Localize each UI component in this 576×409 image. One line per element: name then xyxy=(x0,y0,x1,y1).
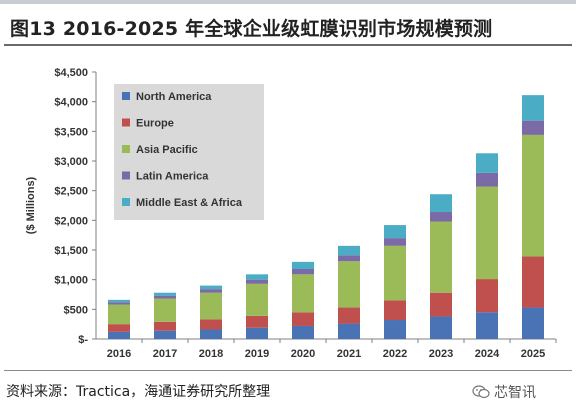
bar-segment xyxy=(476,186,498,280)
y-tick-label: $4,500 xyxy=(54,67,88,79)
bar-segment xyxy=(384,245,406,301)
bar-segment xyxy=(476,279,498,313)
top-rule xyxy=(0,0,576,4)
bar-segment xyxy=(246,283,268,316)
bar-segment xyxy=(292,325,314,339)
x-tick-label: 2016 xyxy=(107,348,131,360)
bar-segment xyxy=(338,245,360,256)
stacked-bar-chart: $- $500 $1,000 $1,500 $2,000 $2,500 $3,000 $3,5… xyxy=(25,67,557,360)
legend-label: Europe xyxy=(136,118,174,130)
bar-segment xyxy=(384,300,406,321)
wechat-icon xyxy=(472,385,490,399)
bar-segment xyxy=(476,312,498,339)
legend-swatch xyxy=(122,118,130,127)
legend-swatch xyxy=(122,145,130,153)
bar-segment xyxy=(430,194,452,213)
bar-segment xyxy=(200,285,222,290)
bar-segment xyxy=(108,299,130,303)
legend-swatch xyxy=(122,198,130,206)
y-tick-label: $1,500 xyxy=(54,245,88,257)
y-tick-label: $1,000 xyxy=(54,275,88,287)
y-tick-label: $- xyxy=(78,334,88,346)
bar-segment xyxy=(154,321,176,331)
bar-segment xyxy=(108,304,130,325)
bar-segment xyxy=(154,330,176,339)
bar-segment xyxy=(338,255,360,262)
x-tick-label: 2023 xyxy=(429,348,453,360)
bar-segment xyxy=(384,225,406,239)
bar-segment xyxy=(430,212,452,222)
bar-segment xyxy=(200,292,222,320)
x-tick-label: 2022 xyxy=(383,348,407,360)
footer-rule xyxy=(4,370,572,371)
title-bar: 图13 2016-2025 年全球企业级虹膜识别市场规模预测 xyxy=(4,6,572,46)
bar-segment xyxy=(108,324,130,332)
x-tick-label: 2018 xyxy=(199,348,223,360)
legend-label: Latin America xyxy=(136,171,209,183)
bar-segment xyxy=(522,307,544,339)
source-note: 资料来源：Tractica，海通证券研究所整理 xyxy=(6,384,271,400)
y-tick-label: $4,000 xyxy=(54,97,88,109)
legend-swatch xyxy=(122,171,130,180)
legend-swatch xyxy=(122,92,130,100)
watermark: 芯智讯 xyxy=(472,382,536,402)
watermark-text: 芯智讯 xyxy=(494,385,536,401)
bar-segment xyxy=(154,298,176,322)
bar-segment xyxy=(430,316,452,339)
x-tick-label: 2020 xyxy=(291,348,315,360)
x-tick-label: 2024 xyxy=(475,348,500,360)
bar-segment xyxy=(338,323,360,339)
legend-box xyxy=(114,84,264,220)
bar-segment xyxy=(384,320,406,339)
y-tick-label: $3,500 xyxy=(54,126,88,138)
bar-segment xyxy=(522,120,544,135)
bar-segment xyxy=(338,307,360,324)
y-axis-title: ($ Millions) xyxy=(25,176,37,234)
bar-segment xyxy=(292,312,314,326)
bar-segment xyxy=(292,261,314,269)
bar-segment xyxy=(522,134,544,257)
bar-segment xyxy=(200,319,222,330)
bar-segment xyxy=(338,261,360,308)
bar-segment xyxy=(154,292,176,296)
legend-label: Asia Pacific xyxy=(136,144,198,156)
bar-segment xyxy=(200,329,222,339)
bar-segment xyxy=(430,292,452,317)
x-tick-label: 2021 xyxy=(337,348,361,360)
bar-segment xyxy=(246,327,268,339)
x-tick-label: 2019 xyxy=(245,348,269,360)
y-tick-label: $500 xyxy=(64,304,88,316)
x-tick-label: 2017 xyxy=(153,348,177,360)
legend-label: North America xyxy=(136,91,212,103)
y-tick-label: $2,500 xyxy=(54,186,88,198)
bar-segment xyxy=(246,274,268,280)
bar-segment xyxy=(476,172,498,187)
y-tick-label: $2,000 xyxy=(54,215,88,227)
bar-segment xyxy=(246,315,268,328)
bar-segment xyxy=(430,221,452,293)
bar-segment xyxy=(154,295,176,299)
bar-segment xyxy=(108,331,130,339)
bar-segment xyxy=(292,274,314,313)
x-tick-label: 2025 xyxy=(521,348,545,360)
bar-segment xyxy=(108,302,130,305)
figure-title: 图13 2016-2025 年全球企业级虹膜识别市场规模预测 xyxy=(10,18,493,40)
bar-segment xyxy=(384,238,406,246)
legend-label: Middle East & Africa xyxy=(136,197,243,209)
bar-segment xyxy=(246,279,268,284)
bar-segment xyxy=(200,289,222,293)
bar-segment xyxy=(292,268,314,275)
bar-segment xyxy=(522,256,544,308)
bar-segment xyxy=(522,95,544,121)
bar-segment xyxy=(476,153,498,173)
y-tick-label: $3,000 xyxy=(54,156,88,168)
